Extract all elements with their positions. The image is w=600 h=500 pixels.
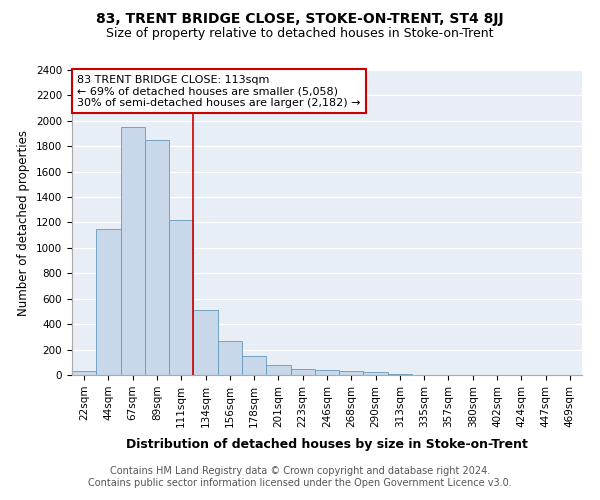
Bar: [96, 229, 121, 375]
Bar: [193, 310, 218, 375]
Bar: [121, 127, 145, 375]
Bar: [290, 368, 315, 375]
Y-axis label: Number of detached properties: Number of detached properties: [17, 130, 31, 316]
Bar: [242, 356, 266, 375]
Bar: [72, 371, 96, 375]
Bar: [218, 340, 242, 375]
Text: 83 TRENT BRIDGE CLOSE: 113sqm
← 69% of detached houses are smaller (5,058)
30% o: 83 TRENT BRIDGE CLOSE: 113sqm ← 69% of d…: [77, 74, 361, 108]
Bar: [388, 374, 412, 375]
Bar: [315, 370, 339, 375]
Text: 83, TRENT BRIDGE CLOSE, STOKE-ON-TRENT, ST4 8JJ: 83, TRENT BRIDGE CLOSE, STOKE-ON-TRENT, …: [96, 12, 504, 26]
Bar: [339, 370, 364, 375]
Bar: [266, 365, 290, 375]
Text: Contains HM Land Registry data © Crown copyright and database right 2024.
Contai: Contains HM Land Registry data © Crown c…: [88, 466, 512, 487]
Bar: [145, 140, 169, 375]
Bar: [169, 220, 193, 375]
X-axis label: Distribution of detached houses by size in Stoke-on-Trent: Distribution of detached houses by size …: [126, 438, 528, 451]
Text: Size of property relative to detached houses in Stoke-on-Trent: Size of property relative to detached ho…: [106, 28, 494, 40]
Bar: [364, 372, 388, 375]
